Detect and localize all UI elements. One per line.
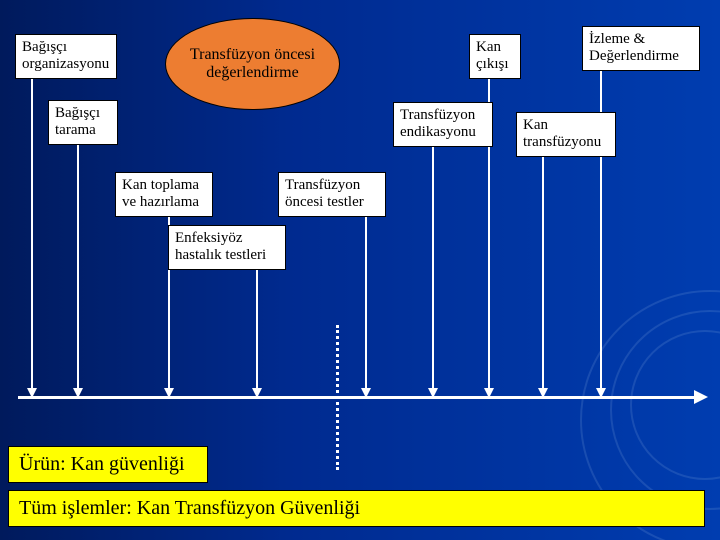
node-label: Kan toplama ve hazırlama xyxy=(122,177,199,210)
ellipse-label: Transfüzyon öncesi değerlendirme xyxy=(166,46,339,83)
node-label: Enfeksiyöz hastalık testleri xyxy=(175,230,266,263)
node-transfusion-indication: Transfüzyon endikasyonu xyxy=(393,102,493,147)
node-label: Transfüzyon endikasyonu xyxy=(400,107,476,140)
node-label: Kan transfüzyonu xyxy=(523,117,601,150)
node-donor-screening: Bağışçı tarama xyxy=(48,100,118,145)
arrow-line xyxy=(542,150,544,388)
arrow-line xyxy=(365,210,367,388)
node-blood-transfusion: Kan transfüzyonu xyxy=(516,112,616,157)
node-blood-collection: Kan toplama ve hazırlama xyxy=(115,172,213,217)
arrow-line xyxy=(432,142,434,388)
banner-product-safety: Ürün: Kan güvenliği xyxy=(8,446,208,483)
node-infectious-tests: Enfeksiyöz hastalık testleri xyxy=(168,225,286,270)
banner-label: Tüm işlemler: Kan Transfüzyon Güvenliği xyxy=(19,497,360,519)
node-blood-output: Kan çıkışı xyxy=(469,34,521,79)
node-label: İzleme & Değerlendirme xyxy=(589,31,679,64)
arrow-line xyxy=(31,77,33,388)
node-label: Bağışçı organizasyonu xyxy=(22,39,109,72)
node-donor-organization: Bağışçı organizasyonu xyxy=(15,34,117,79)
timeline-axis-arrowhead xyxy=(694,390,708,404)
timeline-axis xyxy=(18,396,694,399)
ellipse-pretransfusion-eval: Transfüzyon öncesi değerlendirme xyxy=(165,18,340,110)
node-label: Bağışçı tarama xyxy=(55,105,100,138)
node-label: Kan çıkışı xyxy=(476,39,509,72)
node-monitoring-evaluation: İzleme & Değerlendirme xyxy=(582,26,700,71)
arrow-line xyxy=(256,260,258,388)
node-label: Transfüzyon öncesi testler xyxy=(285,177,364,210)
banner-label: Ürün: Kan güvenliği xyxy=(19,453,185,475)
dotted-divider xyxy=(336,325,339,470)
arrow-line xyxy=(77,138,79,388)
node-pretransfusion-tests: Transfüzyon öncesi testler xyxy=(278,172,386,217)
banner-all-processes: Tüm işlemler: Kan Transfüzyon Güvenliği xyxy=(8,490,705,527)
